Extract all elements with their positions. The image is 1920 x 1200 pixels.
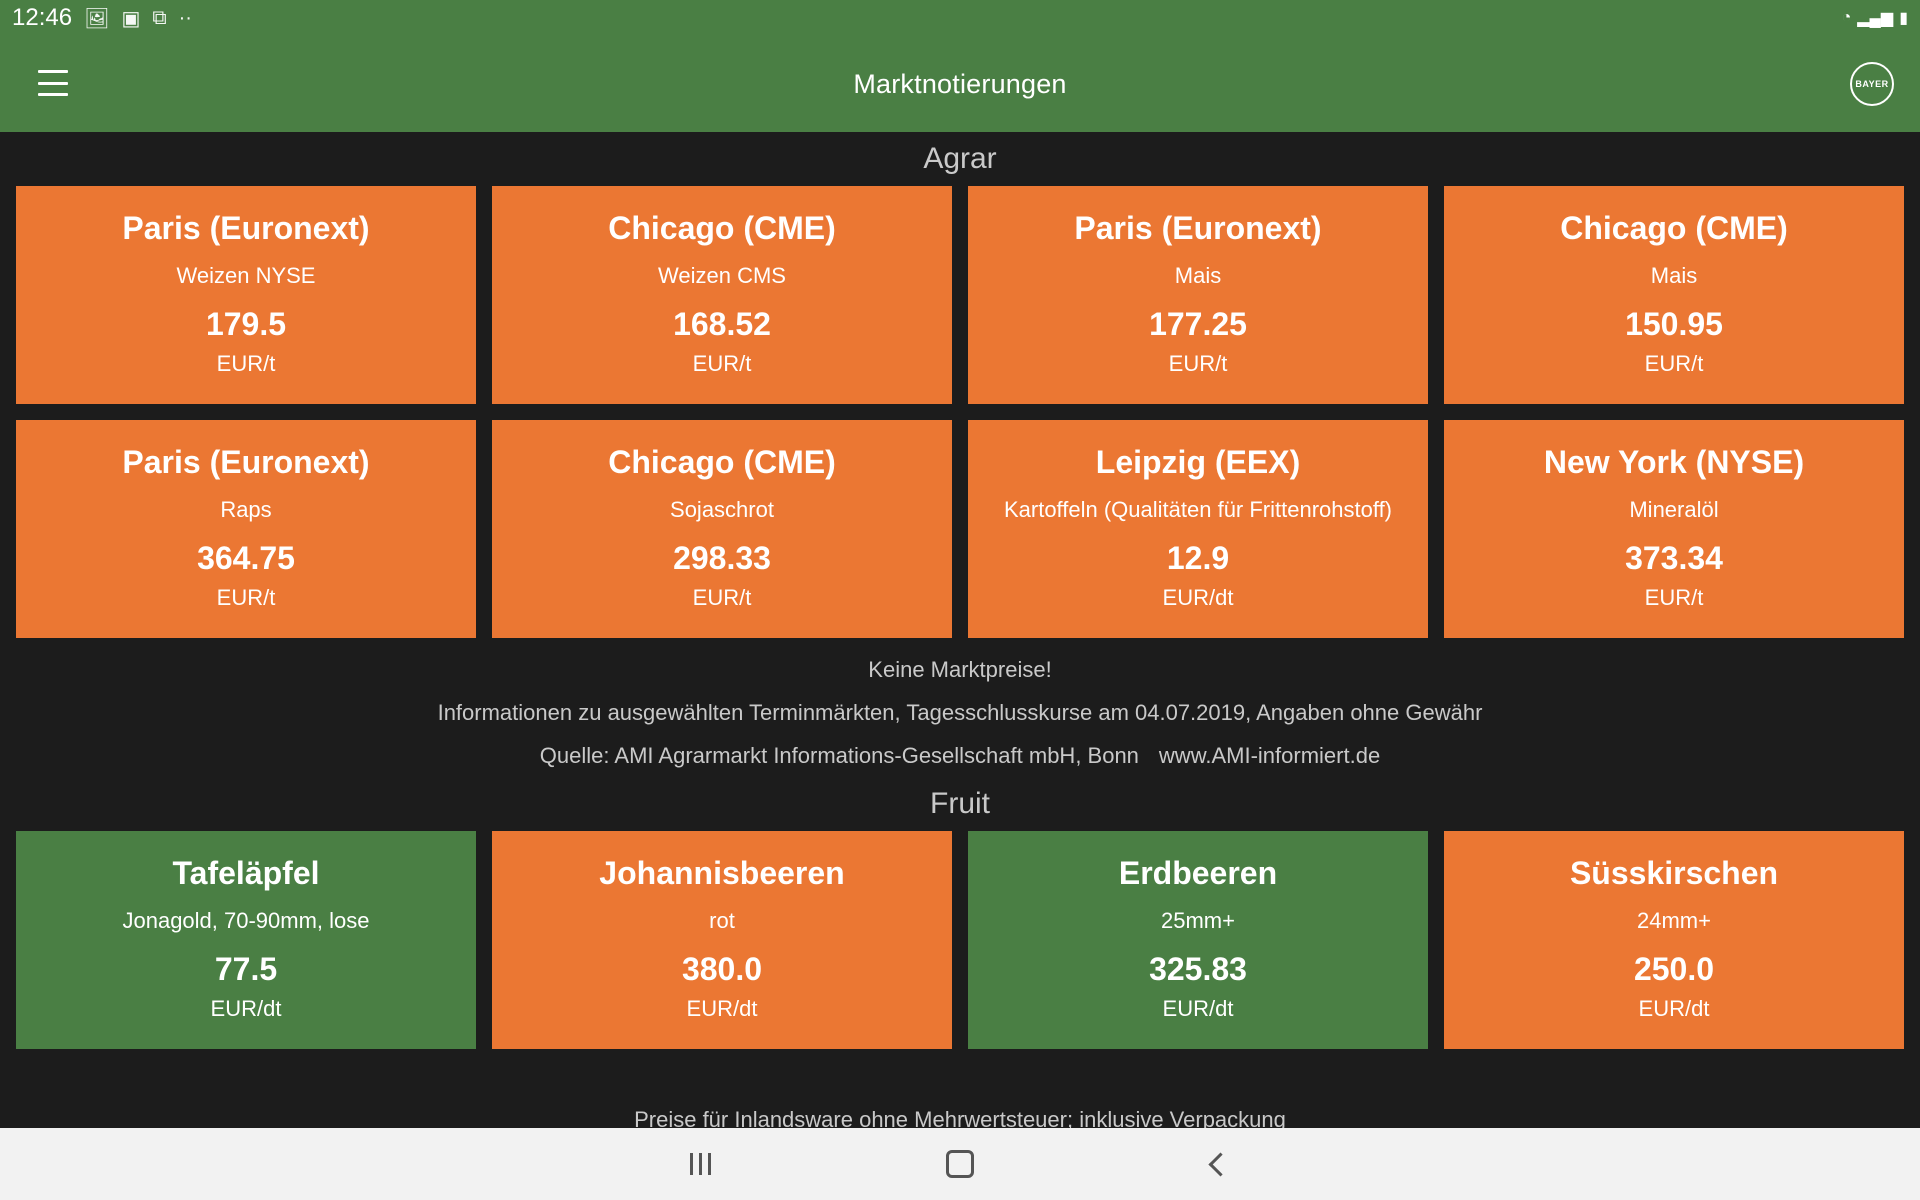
- card-product: Raps: [220, 497, 272, 522]
- card-price: 177.25: [1149, 306, 1247, 342]
- back-button[interactable]: [1200, 1151, 1240, 1177]
- wifi-icon: ◔: [1841, 9, 1852, 26]
- card-price: 77.5: [214, 951, 278, 987]
- screenshot-icon: ⧉: [152, 6, 167, 29]
- card-market: Leipzig (EEX): [1095, 444, 1301, 480]
- image-icon: 🖼: [84, 7, 110, 30]
- card-price: 12.9: [1166, 540, 1230, 576]
- status-time: 12:46: [12, 4, 73, 31]
- source-link[interactable]: www.AMI-informiert.de: [1158, 743, 1381, 768]
- battery-icon: ▮: [1899, 10, 1908, 27]
- card-market: Chicago (CME): [608, 444, 836, 480]
- card-unit: EUR/t: [692, 585, 752, 610]
- card-product: 24mm+: [1637, 908, 1711, 933]
- app-toolbar: Marktnotierungen BAYER: [0, 36, 1920, 132]
- card-product: Mais: [1650, 263, 1698, 288]
- agrar-grid: Paris (Euronext) Weizen NYSE 179.5 EUR/t Chi…: [0, 186, 1920, 638]
- card-market: Tafeläpfel: [172, 855, 320, 891]
- card-unit: EUR/t: [1644, 585, 1704, 610]
- card-price: 150.95: [1625, 306, 1723, 342]
- card-market: Paris (Euronext): [122, 210, 370, 246]
- card-market: Paris (Euronext): [122, 444, 370, 480]
- price-card[interactable]: Erdbeeren 25mm+ 325.83 EUR/dt: [968, 831, 1428, 1049]
- info-text: Informationen zu ausgewählten Terminmärk…: [437, 700, 1483, 725]
- status-bar: 12:46 🖼 ▣ ⧉ ·· ◔ ▂▄▆ ▮: [0, 0, 1920, 36]
- card-product: Mais: [1174, 263, 1222, 288]
- recents-icon: [689, 1152, 711, 1176]
- card-product: Mineralöl: [1629, 497, 1719, 522]
- photo-icon: ▣: [121, 7, 141, 30]
- price-card[interactable]: Paris (Euronext) Raps 364.75 EUR/t: [16, 420, 476, 638]
- system-nav-bar: [0, 1128, 1920, 1200]
- card-price: 168.52: [673, 306, 771, 342]
- card-unit: EUR/t: [1644, 351, 1704, 376]
- card-unit: EUR/t: [1168, 351, 1228, 376]
- home-button[interactable]: [940, 1150, 980, 1178]
- card-price: 373.34: [1625, 540, 1723, 576]
- card-product: Weizen NYSE: [176, 263, 316, 288]
- card-product: 25mm+: [1161, 908, 1235, 933]
- fruit-grid: Tafeläpfel Jonagold, 70-90mm, lose 77.5 EUR…: [0, 831, 1920, 1049]
- price-card[interactable]: Süsskirschen 24mm+ 250.0 EUR/dt: [1444, 831, 1904, 1049]
- menu-icon[interactable]: [38, 70, 68, 96]
- card-unit: EUR/dt: [686, 996, 758, 1021]
- card-product: Jonagold, 70-90mm, lose: [122, 908, 370, 933]
- page-title: Marktnotierungen: [853, 68, 1067, 99]
- card-price: 325.83: [1149, 951, 1247, 987]
- recents-button[interactable]: [680, 1146, 720, 1183]
- card-market: Paris (Euronext): [1074, 210, 1322, 246]
- back-icon: [1207, 1151, 1233, 1177]
- card-market: New York (NYSE): [1543, 444, 1805, 480]
- source-line: Quelle: AMI Agrarmarkt Informations-Gese…: [0, 734, 1920, 777]
- main-content[interactable]: Agrar Paris (Euronext) Weizen NYSE 179.5 EU…: [0, 132, 1920, 1128]
- source-text: Quelle: AMI Agrarmarkt Informations-Gese…: [539, 743, 1139, 768]
- price-card[interactable]: Tafeläpfel Jonagold, 70-90mm, lose 77.5 EUR…: [16, 831, 476, 1049]
- card-product: Sojaschrot: [670, 497, 774, 522]
- agrar-info: Keine Marktpreise! Informationen zu ausg…: [0, 648, 1920, 777]
- card-product: Weizen CMS: [658, 263, 786, 288]
- card-price: 380.0: [681, 951, 763, 987]
- card-unit: EUR/t: [216, 351, 276, 376]
- card-market: Süsskirschen: [1569, 855, 1779, 891]
- no-prices-text: Keine Marktpreise!: [868, 657, 1052, 682]
- price-card[interactable]: Paris (Euronext) Mais 177.25 EUR/t: [968, 186, 1428, 404]
- card-price: 298.33: [673, 540, 771, 576]
- card-market: Chicago (CME): [1560, 210, 1788, 246]
- price-card[interactable]: Chicago (CME) Weizen CMS 168.52 EUR/t: [492, 186, 952, 404]
- price-card[interactable]: Chicago (CME) Mais 150.95 EUR/t: [1444, 186, 1904, 404]
- card-unit: EUR/t: [692, 351, 752, 376]
- card-price: 364.75: [197, 540, 295, 576]
- bayer-logo[interactable]: BAYER: [1850, 62, 1894, 106]
- more-dots-icon: ··: [178, 6, 192, 29]
- card-unit: EUR/dt: [210, 996, 282, 1021]
- home-icon: [946, 1150, 974, 1178]
- card-market: Erdbeeren: [1118, 855, 1278, 891]
- card-price: 179.5: [205, 306, 287, 342]
- card-market: Chicago (CME): [608, 210, 836, 246]
- price-card[interactable]: Johannisbeeren rot 380.0 EUR/dt: [492, 831, 952, 1049]
- price-card[interactable]: Paris (Euronext) Weizen NYSE 179.5 EUR/t: [16, 186, 476, 404]
- card-unit: EUR/dt: [1162, 585, 1234, 610]
- section-title-agrar: Agrar: [923, 142, 997, 175]
- card-unit: EUR/dt: [1638, 996, 1710, 1021]
- card-market: Johannisbeeren: [599, 855, 845, 891]
- price-card[interactable]: New York (NYSE) Mineralöl 373.34 EUR/t: [1444, 420, 1904, 638]
- card-product: rot: [709, 908, 735, 933]
- section-title-fruit: Fruit: [930, 787, 990, 820]
- card-unit: EUR/dt: [1162, 996, 1234, 1021]
- card-unit: EUR/t: [216, 585, 276, 610]
- fruit-note: Preise für Inlandsware ohne Mehrwertsteu…: [634, 1107, 1286, 1128]
- price-card[interactable]: Chicago (CME) Sojaschrot 298.33 EUR/t: [492, 420, 952, 638]
- card-product: Kartoffeln (Qualitäten für Frittenrohsto…: [1003, 497, 1393, 522]
- price-card[interactable]: Leipzig (EEX) Kartoffeln (Qualitäten für …: [968, 420, 1428, 638]
- card-price: 250.0: [1633, 951, 1715, 987]
- signal-icon: ▂▄▆: [1857, 10, 1894, 27]
